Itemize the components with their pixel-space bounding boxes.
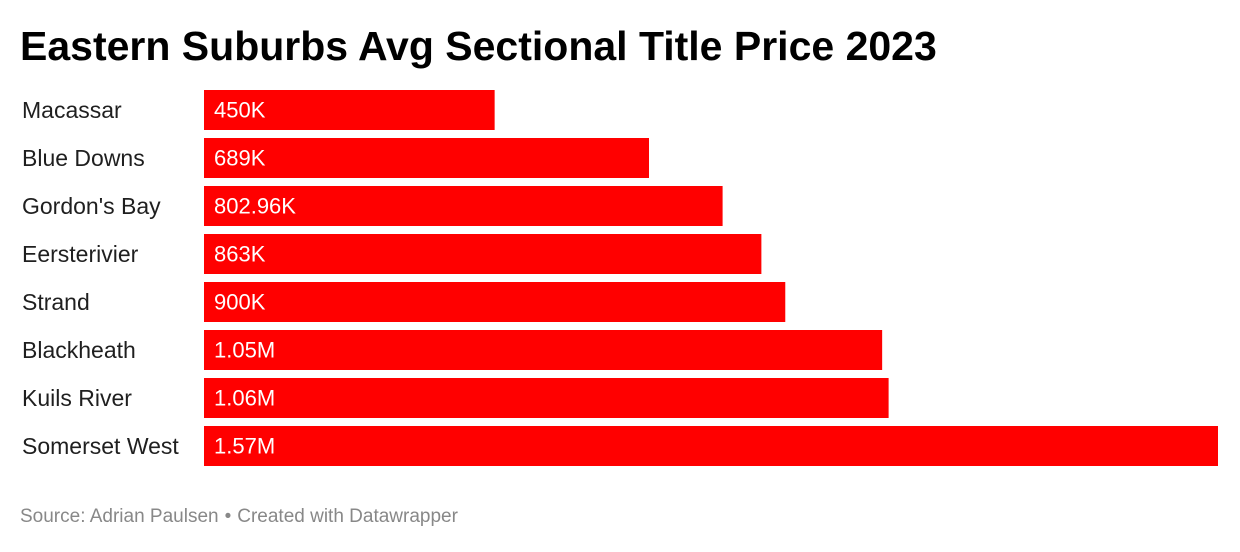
bar[interactable] bbox=[204, 378, 889, 418]
bar[interactable] bbox=[204, 234, 762, 274]
source-footer: Source: Adrian Paulsen • Created with Data… bbox=[20, 506, 458, 528]
bar[interactable] bbox=[204, 426, 1218, 466]
bar[interactable] bbox=[204, 282, 786, 322]
category-label: Macassar bbox=[22, 97, 122, 123]
source-text: Source: Adrian Paulsen bbox=[20, 506, 219, 527]
bar[interactable] bbox=[204, 186, 723, 226]
category-label: Blue Downs bbox=[22, 145, 145, 171]
value-label: 1.06M bbox=[214, 386, 275, 411]
bar[interactable] bbox=[204, 330, 883, 370]
category-label: Blackheath bbox=[22, 337, 136, 363]
value-label: 450K bbox=[214, 98, 266, 123]
value-label: 1.05M bbox=[214, 338, 275, 363]
value-label: 900K bbox=[214, 290, 266, 315]
category-label: Gordon's Bay bbox=[22, 193, 161, 219]
chart-title: Eastern Suburbs Avg Sectional Title Pric… bbox=[20, 23, 937, 69]
bar[interactable] bbox=[204, 90, 495, 130]
value-label: 1.57M bbox=[214, 434, 275, 459]
value-label: 802.96K bbox=[214, 194, 296, 219]
bar[interactable] bbox=[204, 138, 649, 178]
value-label: 863K bbox=[214, 242, 266, 267]
category-label: Kuils River bbox=[22, 385, 132, 411]
footer-separator: • bbox=[224, 506, 232, 527]
value-label: 689K bbox=[214, 146, 266, 171]
category-label: Somerset West bbox=[22, 433, 179, 459]
category-label: Strand bbox=[22, 289, 90, 315]
credit-link[interactable]: Created with Datawrapper bbox=[237, 506, 458, 527]
category-label: Eersterivier bbox=[22, 241, 139, 267]
